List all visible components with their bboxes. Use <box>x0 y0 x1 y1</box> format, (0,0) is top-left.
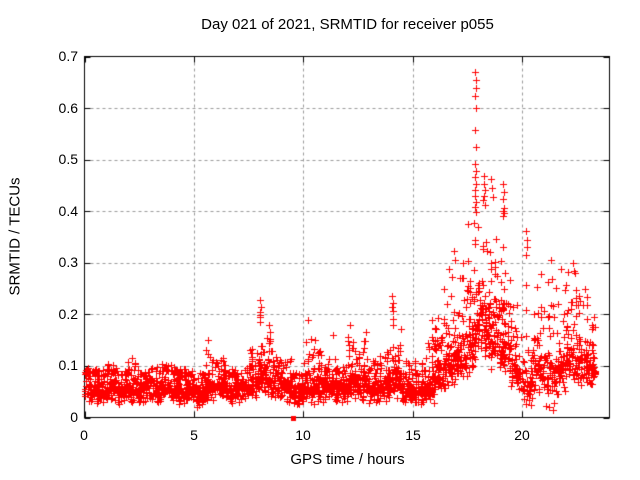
chart-title: Day 021 of 2021, SRMTID for receiver p05… <box>201 16 494 33</box>
x-axis-label: GPS time / hours <box>290 451 405 468</box>
y-axis-label-wrap: SRMTID / TECUs <box>5 56 25 417</box>
x-tick-label-15: 15 <box>405 427 421 443</box>
y-tick-label-0-6: 0.6 <box>58 100 78 116</box>
y-tick-label-0-2: 0.2 <box>58 306 78 322</box>
y-tick-label-0: 0 <box>70 409 78 425</box>
y-tick-label-0-5: 0.5 <box>58 151 78 167</box>
y-tick-label-0-3: 0.3 <box>58 254 78 270</box>
y-tick-label-0-7: 0.7 <box>58 48 78 64</box>
x-tick-label-0: 0 <box>80 427 88 443</box>
y-tick-label-0-4: 0.4 <box>58 203 78 219</box>
x-tick-label-5: 5 <box>190 427 198 443</box>
x-tick-label-10: 10 <box>295 427 311 443</box>
y-axis-label: SRMTID / TECUs <box>6 177 24 296</box>
x-tick-label-20: 20 <box>514 427 530 443</box>
y-tick-label-0-1: 0.1 <box>58 357 78 373</box>
